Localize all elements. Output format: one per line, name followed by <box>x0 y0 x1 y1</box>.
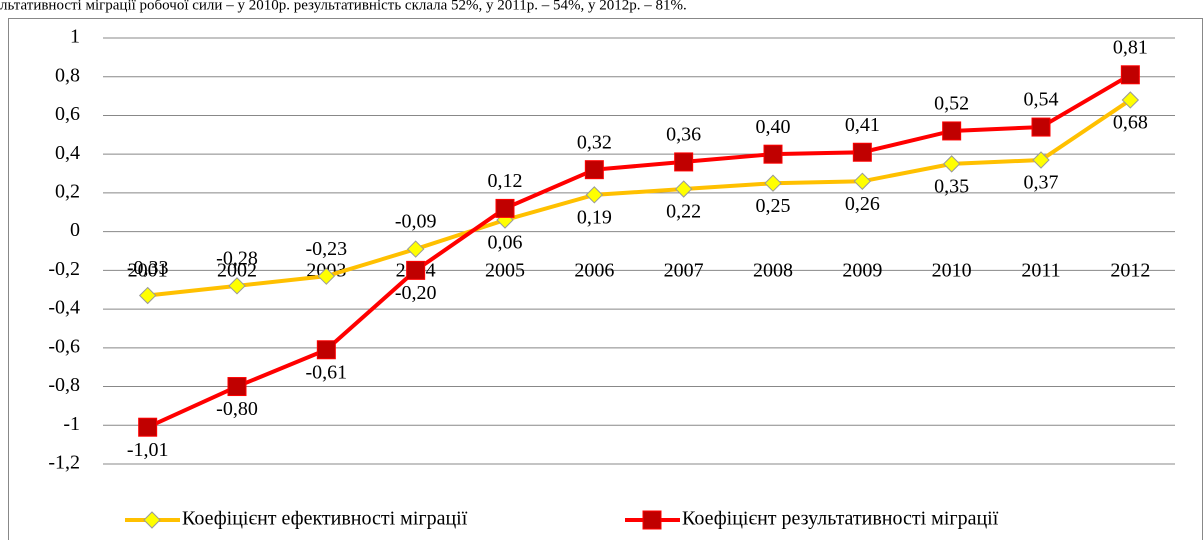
x-tick-label: 2007 <box>664 260 704 282</box>
data-label: 0,32 <box>577 131 612 153</box>
marker <box>138 417 158 437</box>
data-label: 0,06 <box>488 232 523 254</box>
legend-label: Коефіцієнт ефективності міграції <box>182 508 468 530</box>
legend-marker <box>143 511 161 529</box>
data-label: 0,68 <box>1113 112 1148 134</box>
x-tick-label: 2010 <box>932 260 972 282</box>
x-tick-label: 2001 <box>128 260 168 282</box>
marker <box>316 340 336 360</box>
y-tick-label: 0,8 <box>55 64 80 86</box>
marker <box>763 144 783 164</box>
y-tick-label: -1 <box>63 413 80 435</box>
y-tick-label: 0 <box>70 219 80 241</box>
marker <box>406 260 426 280</box>
x-tick-label: 2006 <box>574 260 614 282</box>
marker <box>585 186 604 204</box>
marker <box>942 155 961 173</box>
data-label: -1,01 <box>127 439 169 461</box>
marker <box>227 377 247 397</box>
marker <box>406 240 425 258</box>
data-label: -0,33 <box>127 257 169 279</box>
marker <box>1121 91 1140 109</box>
y-tick-label: -0,6 <box>48 335 80 357</box>
data-label: 0,25 <box>756 195 791 217</box>
marker <box>228 277 246 295</box>
marker <box>853 172 872 190</box>
caption: льтативності міграції робочої сили – у 2… <box>0 0 687 13</box>
data-label: 0,26 <box>845 193 880 215</box>
y-tick-label: 1 <box>70 26 80 48</box>
marker <box>317 267 336 285</box>
x-tick-label: 2005 <box>485 260 525 282</box>
y-tick-label: -1,2 <box>48 452 80 474</box>
y-tick-label: 0,2 <box>55 181 80 203</box>
data-label: -0,80 <box>216 398 258 420</box>
x-tick-label: 2011 <box>1021 260 1060 282</box>
data-label: -0,20 <box>395 282 437 304</box>
data-label: 0,22 <box>666 201 701 223</box>
data-label: 0,35 <box>934 175 969 197</box>
marker <box>942 121 962 141</box>
data-label: -0,23 <box>305 238 347 260</box>
data-label: 0,37 <box>1024 172 1059 194</box>
series-line <box>147 98 1132 298</box>
marker <box>674 152 694 172</box>
y-tick-label: 0,6 <box>55 103 80 125</box>
data-label: -0,61 <box>305 361 347 383</box>
legend-label: Коефіцієнт результативності міграції <box>682 508 999 530</box>
marker <box>495 198 515 218</box>
marker <box>764 174 782 192</box>
x-tick-label: 2012 <box>1110 260 1150 282</box>
data-label: -0,28 <box>216 247 258 269</box>
marker <box>852 142 872 162</box>
marker <box>1032 151 1050 169</box>
data-label: 0,52 <box>934 93 969 115</box>
data-label: 0,81 <box>1113 36 1148 58</box>
marker <box>1031 117 1051 137</box>
y-tick-label: -0,2 <box>48 258 80 280</box>
marker <box>674 180 693 198</box>
legend-marker <box>642 510 662 530</box>
series-line <box>146 73 1132 430</box>
data-label: 0,40 <box>756 116 791 138</box>
data-label: 0,36 <box>666 124 701 146</box>
marker <box>138 286 157 305</box>
marker <box>1120 65 1140 85</box>
y-tick-label: 0,4 <box>55 142 80 164</box>
data-label: -0,09 <box>395 211 437 233</box>
x-tick-label: 2002 <box>217 260 257 282</box>
x-tick-label: 2009 <box>842 260 882 282</box>
data-label: 0,12 <box>488 170 523 192</box>
data-label: 0,54 <box>1024 89 1059 111</box>
y-tick-label: -0,8 <box>48 374 80 396</box>
data-label: 0,41 <box>845 114 880 136</box>
data-label: 0,19 <box>577 206 612 228</box>
y-tick-label: -0,4 <box>48 297 80 319</box>
marker <box>584 160 604 180</box>
x-tick-label: 2008 <box>753 260 793 282</box>
